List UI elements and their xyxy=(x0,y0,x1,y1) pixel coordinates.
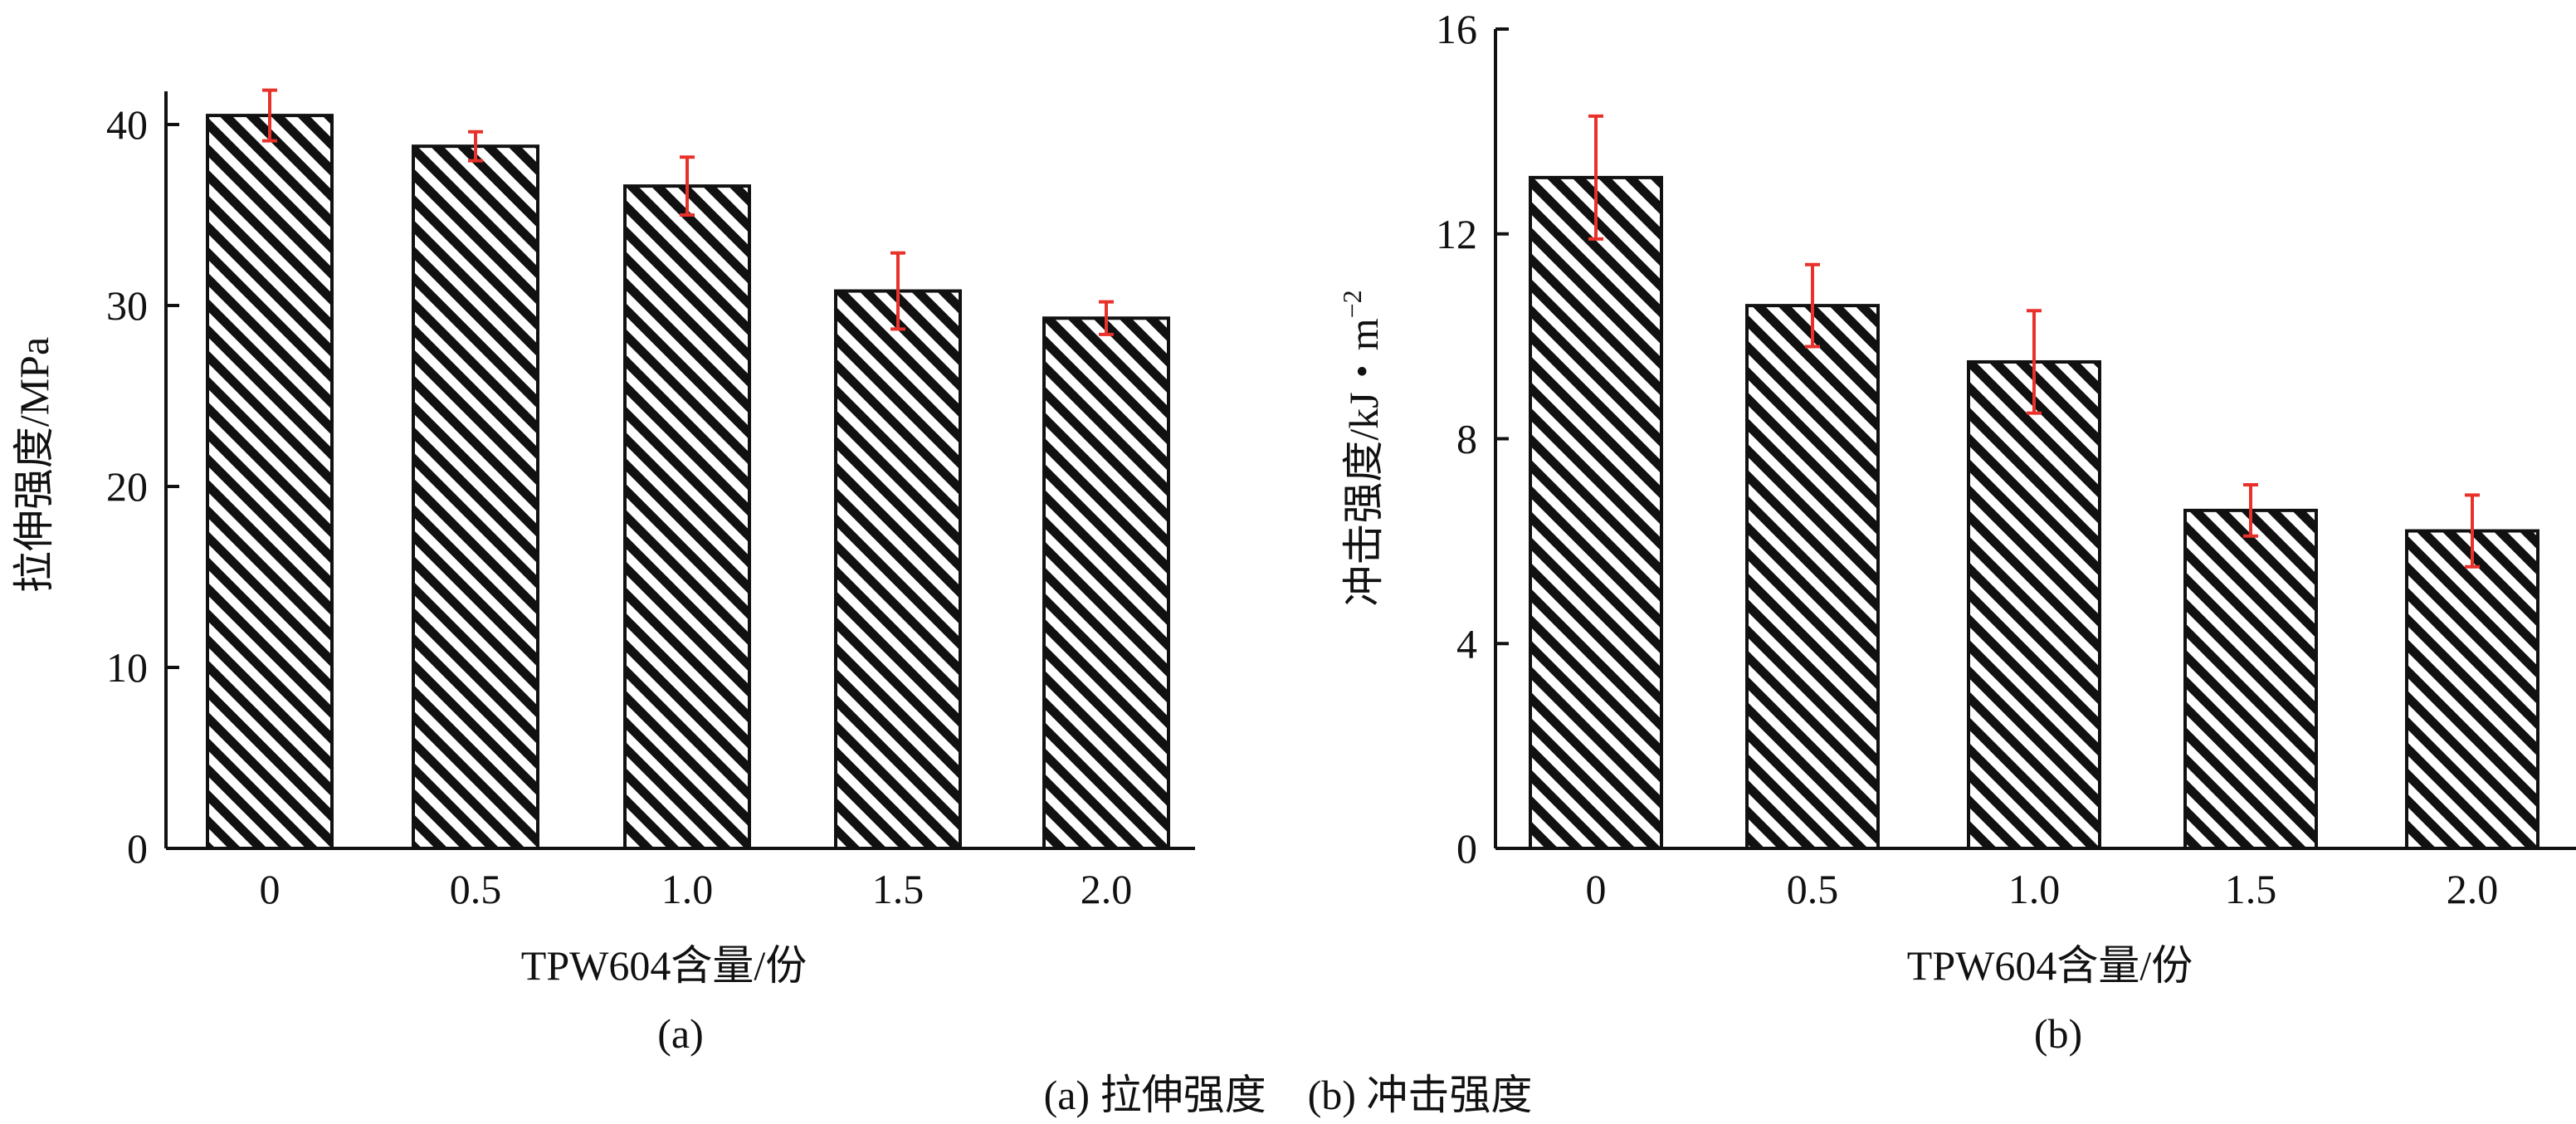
bar-0 xyxy=(206,114,334,851)
bar-1.0 xyxy=(1967,359,2101,850)
y-tick-label: 8 xyxy=(1456,416,1477,462)
x-tick-label: 0.5 xyxy=(1787,866,1839,912)
y-tick-label: 0 xyxy=(1456,825,1477,872)
bar-1.5 xyxy=(2183,508,2318,850)
error-bar-1.5 xyxy=(890,251,905,331)
error-bar-1.0 xyxy=(680,155,695,217)
tensile-x-ticks: 0 0.5 1.0 1.5 2.0 xyxy=(260,866,1133,912)
impact-y-ticks: 0 4 8 12 16 xyxy=(1436,6,1509,872)
x-tick-label: 1.0 xyxy=(661,866,714,912)
impact-y-axis-title: 冲击强度/kJ・m−2 xyxy=(1337,290,1387,606)
tensile-x-axis-title: TPW604含量/份 xyxy=(521,942,807,989)
error-bar-0.5 xyxy=(1805,262,1820,349)
y-tick-label: 20 xyxy=(106,463,148,510)
impact-bars xyxy=(1529,175,2539,851)
tensile-error-bars xyxy=(262,88,1114,336)
x-tick-label: 0 xyxy=(260,866,281,912)
tensile-strength-chart: 0 10 20 30 40 0 0.5 1.0 1.5 2.0 TPW604含量/份 拉伸强度/… xyxy=(11,88,1195,1057)
bar-2.0 xyxy=(2405,529,2539,850)
bar-1.0 xyxy=(623,184,751,850)
y-tick-label: 16 xyxy=(1436,6,1477,52)
y-tick-label: 10 xyxy=(106,644,148,691)
bar-0.5 xyxy=(1745,304,1880,850)
tensile-y-axis-title: 拉伸强度/MPa xyxy=(11,337,57,593)
panel-label-b: (b) xyxy=(2034,1010,2082,1057)
error-bar-1.0 xyxy=(2027,309,2042,415)
x-tick-label: 1.0 xyxy=(2008,866,2061,912)
bar-2.0 xyxy=(1042,316,1170,850)
bar-0.5 xyxy=(412,144,539,851)
impact-strength-chart: 0 4 8 12 16 0 0.5 1.0 1.5 2.0 TPW604含量/份 冲击强度/kJ… xyxy=(1337,6,2576,1057)
x-tick-label: 1.5 xyxy=(2225,866,2277,912)
impact-x-axis-title: TPW604含量/份 xyxy=(1907,942,2193,989)
y-tick-label: 12 xyxy=(1436,211,1477,257)
tensile-bars xyxy=(206,114,1170,851)
bar-0 xyxy=(1529,175,1663,851)
error-bar-2.0 xyxy=(1099,300,1114,336)
error-bar-0 xyxy=(1588,114,1603,241)
x-tick-label: 0 xyxy=(1586,866,1607,912)
impact-y-axis-title-main: 冲击强度/kJ・m xyxy=(1340,318,1387,606)
x-tick-label: 2.0 xyxy=(1081,866,1133,912)
tensile-axes xyxy=(164,91,1195,850)
bar-1.5 xyxy=(834,289,962,850)
panel-label-a: (a) xyxy=(657,1010,704,1057)
tensile-y-ticks: 0 10 20 30 40 xyxy=(106,101,179,872)
error-bar-0.5 xyxy=(468,130,483,163)
y-tick-label: 0 xyxy=(127,825,148,872)
error-bar-1.5 xyxy=(2243,483,2258,538)
x-tick-label: 2.0 xyxy=(2447,866,2499,912)
figure-caption: (a) 拉伸强度 (b) 冲击强度 xyxy=(1044,1072,1533,1118)
impact-x-ticks: 0 0.5 1.0 1.5 2.0 xyxy=(1586,866,2499,912)
y-tick-label: 4 xyxy=(1456,620,1477,667)
error-bar-0 xyxy=(262,88,277,143)
error-bar-2.0 xyxy=(2465,493,2480,569)
x-tick-label: 0.5 xyxy=(450,866,502,912)
y-tick-label: 30 xyxy=(106,282,148,329)
impact-error-bars xyxy=(1588,114,2480,569)
impact-y-axis-title-superscript: −2 xyxy=(1337,290,1367,318)
x-tick-label: 1.5 xyxy=(872,866,925,912)
y-tick-label: 40 xyxy=(106,101,148,148)
